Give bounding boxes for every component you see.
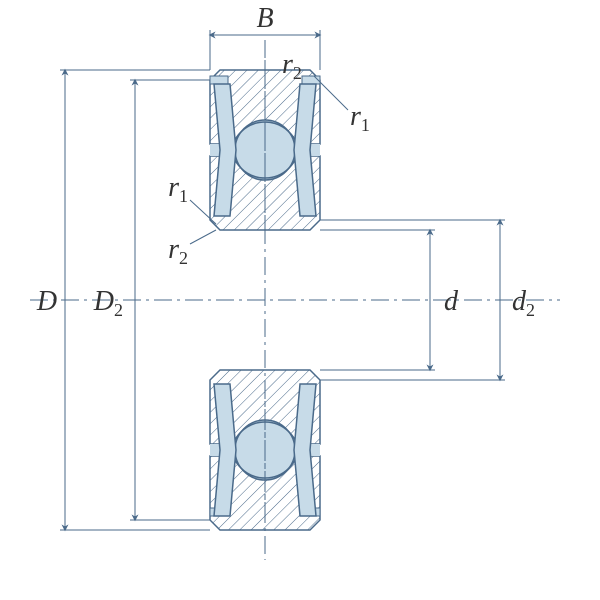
bearing-cross-section-diagram: B D D2 d d2 r1 r2 r1 r2: [0, 0, 600, 600]
label-r1-left: r1: [168, 172, 188, 206]
seal-groove-left: [210, 76, 228, 84]
label-r2-left: r2: [168, 234, 188, 268]
label-r2-top-left: r2: [282, 49, 302, 83]
label-d2: d2: [512, 286, 535, 320]
label-r1-top-right: r1: [350, 101, 370, 135]
leader-r2-left: [190, 230, 216, 244]
label-D2: D2: [93, 286, 123, 320]
label-B: B: [256, 3, 273, 34]
label-d: d: [444, 286, 459, 317]
label-D: D: [36, 286, 57, 317]
